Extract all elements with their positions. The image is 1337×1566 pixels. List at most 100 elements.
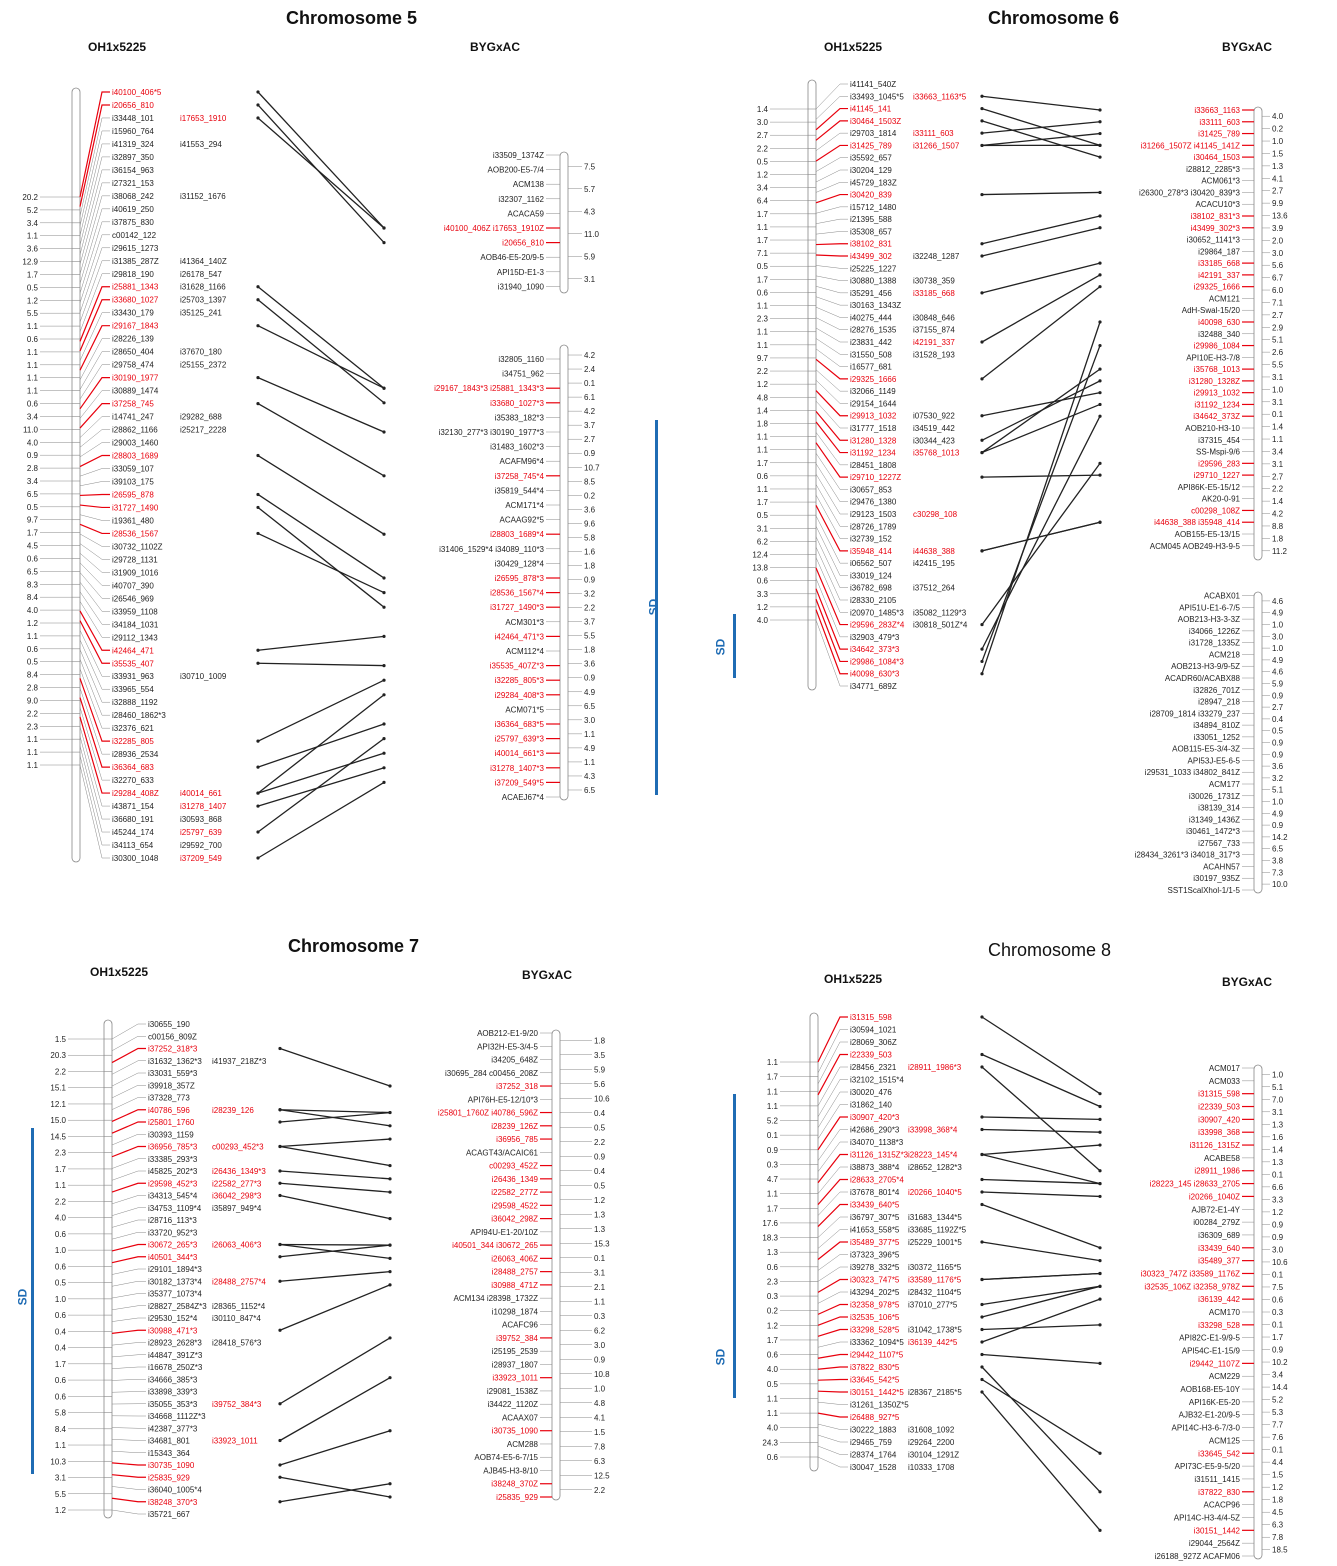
left-marker-connector (79, 707, 110, 781)
right-marker-label: API86K-E5-15/12 (1178, 483, 1241, 492)
linkage-line (279, 1138, 391, 1148)
left-marker-connector (111, 1121, 146, 1134)
linkage-line (981, 1191, 1101, 1198)
right-marker-label: i34642_373Z (1193, 412, 1240, 421)
sd-label: SD (15, 1288, 30, 1306)
left-marker-label: i28069_306Z (850, 1038, 897, 1047)
right-distance-label: 0.1 (1272, 410, 1284, 419)
right-marker-label: i36309_689 (1198, 1231, 1240, 1240)
left-marker-label-2: i31042_1738*5 (908, 1326, 962, 1335)
left-distance-label: 4.0 (767, 1424, 779, 1433)
left-distance-label: 9.7 (757, 354, 769, 363)
left-distance-label: 17.6 (762, 1219, 778, 1228)
sd-label: SD (713, 1348, 728, 1366)
linkage-endpoint (1098, 273, 1102, 277)
left-marker-connector (817, 1178, 848, 1206)
left-marker-connector (79, 221, 110, 294)
right-marker-label: i31483_1602*3 (490, 443, 544, 452)
left-marker-connector (815, 453, 848, 490)
linkage-endpoint (382, 401, 386, 405)
left-marker-label: i15712_1480 (850, 203, 897, 212)
left-marker-connector (111, 1329, 146, 1334)
left-marker-connector (79, 182, 110, 265)
left-marker-connector (817, 1378, 848, 1381)
left-distance-label: 1.1 (55, 1441, 67, 1450)
left-marker-connector (79, 117, 110, 217)
left-distance-label: 3.4 (27, 477, 39, 486)
right-distance-label: 3.3 (1272, 1195, 1284, 1204)
left-marker-label: i21395_588 (850, 215, 892, 224)
linkage-endpoint (980, 377, 984, 381)
linkage-endpoint (1098, 1130, 1102, 1134)
right-distance-label: 3.5 (594, 1051, 606, 1060)
linkage-endpoint (278, 1475, 282, 1479)
left-marker-connector (79, 377, 110, 410)
right-marker-label: i34205_648Z (491, 1056, 538, 1065)
left-marker-connector (79, 581, 110, 612)
right-distance-label: 4.9 (1272, 656, 1284, 665)
right-marker-label: AOB200-E5-7/4 (488, 166, 545, 175)
linkage-endpoint (278, 1500, 282, 1504)
right-marker-label: API16K-E5-20 (1189, 1398, 1241, 1407)
linkage-endpoint (980, 1315, 984, 1319)
right-distance-label: 5.1 (1272, 786, 1284, 795)
linkage-endpoint (256, 661, 260, 665)
linkage-endpoint (980, 1052, 984, 1057)
left-distance-label: 8.4 (27, 671, 39, 680)
left-marker-label: i35055_353*3 (148, 1400, 198, 1409)
left-marker-label-2: i30110_847*4 (212, 1314, 261, 1323)
right-distance-label: 4.1 (594, 1413, 606, 1422)
left-marker-label: i28330_2105 (850, 596, 897, 605)
right-marker-label: AOB213-H3-3-3Z (1178, 615, 1240, 624)
right-marker-label: i34751_962 (502, 370, 544, 379)
right-distance-label: 0.5 (1272, 727, 1284, 736)
right-distance-label: 1.2 (1272, 1208, 1284, 1217)
left-marker-connector (79, 260, 110, 323)
left-marker-connector (111, 1036, 146, 1051)
left-marker-label: i30182_1373*4 (148, 1277, 202, 1286)
right-marker-label: ACAAX07 (502, 1413, 539, 1422)
right-marker-label: AOB115-E5-3/4-3Z (1172, 745, 1240, 754)
right-distance-label: 3.0 (1272, 249, 1284, 258)
right-distance-label: 6.1 (584, 393, 596, 402)
left-distance-label: 1.1 (767, 1394, 779, 1403)
left-marker-connector (815, 317, 848, 330)
left-distance-label: 0.5 (767, 1380, 779, 1389)
right-marker-label: ACM301*3 (505, 618, 544, 627)
left-distance-label: 1.4 (757, 105, 769, 114)
left-marker-connector (79, 429, 110, 448)
right-distance-label: 4.1 (1272, 174, 1284, 183)
linkage-line (279, 1270, 391, 1282)
linkage-line (981, 262, 1101, 294)
right-distance-label: 3.1 (1272, 398, 1284, 407)
sd-label: SD (646, 598, 661, 616)
right-marker-label: i34066_1226Z (1189, 627, 1240, 636)
linkage-line (981, 403, 1101, 454)
right-distance-label: 11.2 (1272, 547, 1288, 556)
right-distance-label: 3.6 (584, 660, 596, 669)
linkage-endpoint (980, 475, 984, 479)
left-marker-connector (817, 1456, 848, 1468)
linkage-endpoint (980, 438, 984, 442)
left-distance-label: 0.5 (757, 511, 769, 520)
right-distance-label: 1.0 (1272, 621, 1284, 630)
linkage-line (981, 215, 1101, 245)
left-distance-label: 1.1 (757, 341, 769, 350)
left-distance-label: 1.1 (27, 632, 39, 641)
linkage-line (257, 723, 385, 768)
right-marker-label: AOB210-H3-10 (1185, 424, 1240, 433)
linkage-endpoint (980, 659, 984, 664)
linkage-endpoint (382, 430, 386, 434)
left-marker-connector (111, 1486, 146, 1490)
right-marker-label: i30026_1731Z (1189, 792, 1240, 801)
linkage-endpoint (256, 298, 260, 302)
linkage-line (981, 1241, 1101, 1262)
left-marker-label: i28226_139 (112, 335, 154, 344)
linkage-line (257, 662, 385, 667)
right-marker-label: i31727_1490*3 (490, 603, 544, 612)
linkage-endpoint (278, 1402, 282, 1406)
linkage-line (981, 345, 1101, 662)
right-distance-label: 1.0 (1272, 644, 1284, 653)
linkage-endpoint (980, 1065, 984, 1069)
left-marker-label: i40707_390 (112, 581, 154, 590)
